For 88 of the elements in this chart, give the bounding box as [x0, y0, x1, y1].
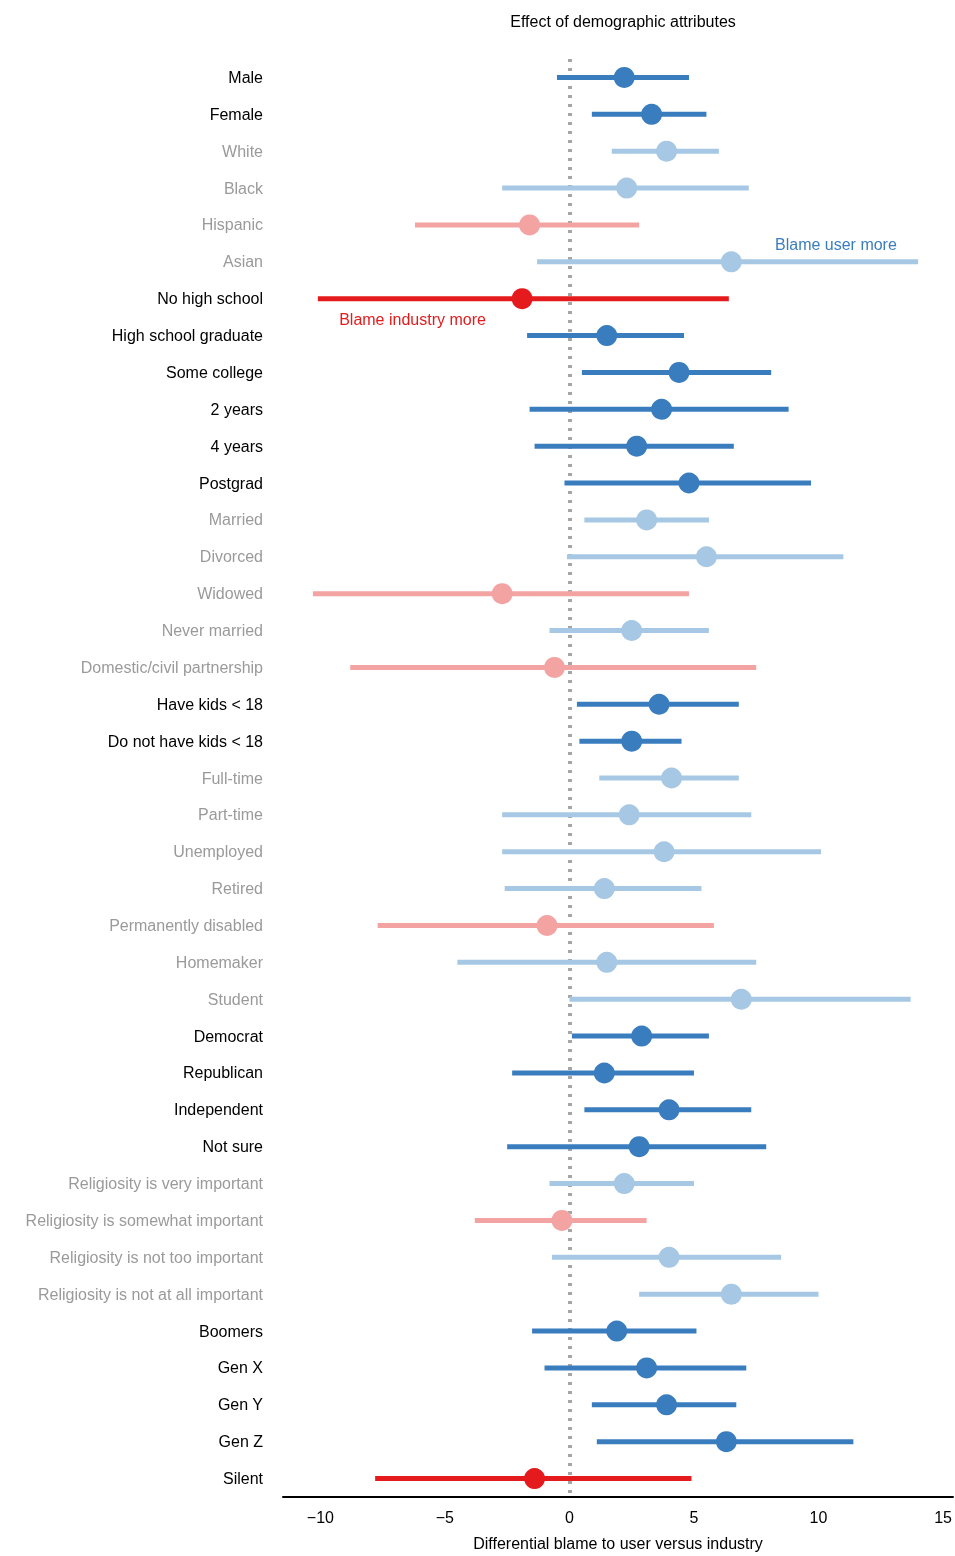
- y-tick-label: Republican: [182, 1064, 263, 1082]
- point: [715, 1431, 737, 1453]
- y-tick-label: Permanently disabled: [109, 916, 263, 934]
- chart-title: Effect of demographic attributes: [510, 12, 736, 30]
- point: [544, 656, 565, 678]
- point: [636, 1357, 658, 1379]
- point: [593, 878, 615, 900]
- annotation: Blame industry more: [339, 311, 486, 329]
- point: [631, 1025, 653, 1047]
- point: [536, 914, 558, 936]
- point: [628, 1136, 650, 1158]
- y-tick-label: Retired: [211, 880, 263, 898]
- y-tick-label: Gen Y: [217, 1396, 264, 1414]
- y-tick-label: Do not have kids < 18: [107, 732, 264, 750]
- point: [596, 325, 618, 347]
- point: [641, 103, 663, 125]
- y-tick-label: Some college: [166, 363, 264, 381]
- y-tick-label: Gen Z: [218, 1433, 264, 1451]
- y-tick-label: Not sure: [202, 1138, 264, 1156]
- point: [695, 546, 717, 568]
- y-tick-label: Religiosity is somewhat important: [25, 1211, 264, 1229]
- point: [621, 730, 643, 752]
- point: [720, 1283, 742, 1305]
- y-tick-label: Full-time: [201, 769, 264, 787]
- point: [720, 251, 742, 273]
- y-tick-label: Homemaker: [175, 953, 264, 971]
- x-tick-label: 0: [564, 1508, 574, 1526]
- y-tick-label: Black: [223, 179, 264, 197]
- y-tick-label: Have kids < 18: [156, 695, 264, 713]
- y-tick-label: Widowed: [197, 585, 263, 603]
- y-tick-label: Student: [207, 990, 264, 1008]
- point: [730, 988, 752, 1010]
- point: [626, 435, 648, 457]
- y-tick-label: Married: [208, 511, 263, 529]
- y-tick-label: 4 years: [210, 437, 263, 455]
- y-tick-label: Asian: [222, 253, 263, 271]
- y-tick-label: Never married: [161, 622, 263, 640]
- y-tick-label: Religiosity is not too important: [49, 1248, 264, 1266]
- x-tick-label: 5: [689, 1508, 699, 1526]
- x-tick-label: −5: [435, 1508, 455, 1526]
- x-tick-label: −10: [306, 1508, 335, 1526]
- annotation: Blame user more: [775, 236, 897, 254]
- y-tick-label: Democrat: [193, 1027, 264, 1045]
- y-tick-label: Boomers: [198, 1322, 263, 1340]
- point: [658, 1246, 680, 1268]
- x-axis-title: Differential blame to user versus industry: [473, 1534, 763, 1552]
- y-tick-label: Independent: [174, 1101, 264, 1119]
- y-tick-label: No high school: [157, 290, 263, 308]
- point: [618, 804, 640, 826]
- point: [606, 1320, 628, 1342]
- y-tick-label: Domestic/civil partnership: [80, 658, 264, 676]
- point: [648, 693, 670, 715]
- y-tick-label: High school graduate: [111, 327, 264, 345]
- point: [658, 1099, 680, 1121]
- point: [596, 951, 618, 973]
- y-tick-label: Male: [228, 68, 264, 86]
- y-tick-label: Divorced: [199, 548, 263, 566]
- point: [593, 1062, 615, 1084]
- y-tick-label: Postgrad: [198, 474, 263, 492]
- y-tick-label: Female: [209, 105, 264, 123]
- y-tick-label: Religiosity is very important: [68, 1175, 264, 1193]
- y-tick-label: White: [222, 142, 264, 160]
- y-tick-label: Unemployed: [173, 843, 263, 861]
- y-tick-label: Hispanic: [201, 216, 263, 234]
- point: [636, 509, 658, 531]
- point: [651, 398, 673, 420]
- point: [656, 1394, 678, 1416]
- x-tick-label: 10: [809, 1508, 828, 1526]
- point: [511, 288, 533, 310]
- point: [621, 620, 643, 642]
- point: [524, 1468, 546, 1490]
- y-tick-label: Gen X: [217, 1359, 264, 1377]
- point: [491, 583, 513, 605]
- point: [613, 1173, 635, 1195]
- y-tick-label: Silent: [222, 1470, 264, 1488]
- point: [613, 66, 635, 88]
- point: [668, 361, 690, 383]
- point: [616, 177, 638, 199]
- point: [656, 140, 678, 162]
- point: [519, 214, 541, 236]
- point: [678, 472, 700, 494]
- y-tick-label: 2 years: [210, 400, 263, 418]
- point: [551, 1209, 573, 1231]
- y-tick-label: Part-time: [198, 806, 264, 824]
- point: [661, 767, 683, 789]
- y-tick-label: Religiosity is not at all important: [38, 1285, 264, 1303]
- x-tick-label: 15: [934, 1508, 953, 1526]
- point: [653, 841, 675, 863]
